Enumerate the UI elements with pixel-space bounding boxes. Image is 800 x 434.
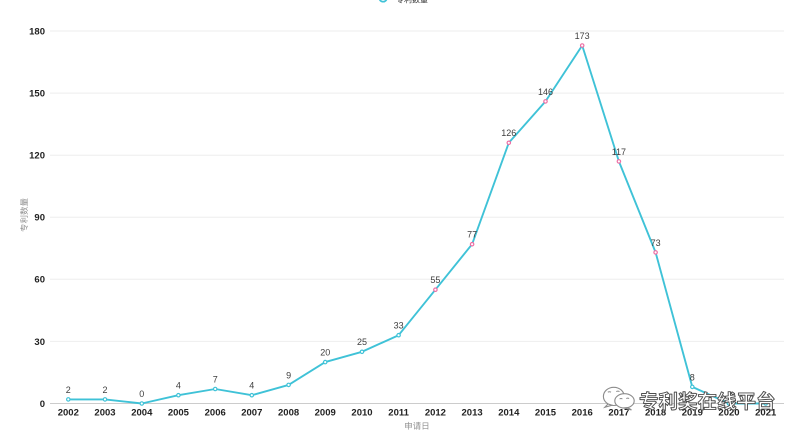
svg-text:2007: 2007 xyxy=(241,408,262,419)
svg-text:9: 9 xyxy=(286,370,291,380)
svg-text:4: 4 xyxy=(249,381,254,391)
svg-text:20: 20 xyxy=(320,348,330,358)
svg-text:2020: 2020 xyxy=(718,408,739,419)
svg-text:0: 0 xyxy=(40,399,45,410)
svg-text:2009: 2009 xyxy=(315,408,336,419)
svg-text:146: 146 xyxy=(538,87,553,97)
svg-text:2004: 2004 xyxy=(131,408,153,419)
svg-text:33: 33 xyxy=(394,321,404,331)
svg-text:2003: 2003 xyxy=(94,408,115,419)
svg-text:8: 8 xyxy=(690,372,695,382)
svg-text:30: 30 xyxy=(34,337,45,348)
svg-text:126: 126 xyxy=(501,128,516,138)
svg-text:77: 77 xyxy=(467,230,477,240)
svg-text:2016: 2016 xyxy=(572,408,593,419)
svg-text:2008: 2008 xyxy=(278,408,299,419)
svg-text:2005: 2005 xyxy=(168,408,190,419)
svg-text:90: 90 xyxy=(34,213,45,224)
svg-text:2002: 2002 xyxy=(58,408,79,419)
svg-text:2014: 2014 xyxy=(498,408,520,419)
svg-text:2011: 2011 xyxy=(388,408,409,419)
svg-text:120: 120 xyxy=(29,151,45,162)
svg-text:180: 180 xyxy=(29,26,45,37)
svg-text:2013: 2013 xyxy=(462,408,483,419)
svg-text:150: 150 xyxy=(29,89,45,100)
svg-text:2: 2 xyxy=(102,385,107,395)
svg-text:2010: 2010 xyxy=(351,408,372,419)
svg-text:25: 25 xyxy=(357,337,367,347)
svg-text:2018: 2018 xyxy=(645,408,666,419)
svg-text:2017: 2017 xyxy=(608,408,629,419)
svg-text:173: 173 xyxy=(575,31,590,41)
svg-text:2: 2 xyxy=(66,385,71,395)
svg-text:2015: 2015 xyxy=(535,408,557,419)
svg-text:2012: 2012 xyxy=(425,408,446,419)
svg-text:55: 55 xyxy=(430,275,440,285)
svg-text:2019: 2019 xyxy=(682,408,703,419)
svg-text:4: 4 xyxy=(176,381,181,391)
svg-text:0: 0 xyxy=(139,389,144,399)
svg-text:7: 7 xyxy=(213,374,218,384)
svg-text:2021: 2021 xyxy=(755,408,777,419)
svg-text:2006: 2006 xyxy=(205,408,226,419)
svg-text:60: 60 xyxy=(34,275,45,286)
svg-text:117: 117 xyxy=(612,147,626,157)
svg-text:73: 73 xyxy=(651,238,661,248)
